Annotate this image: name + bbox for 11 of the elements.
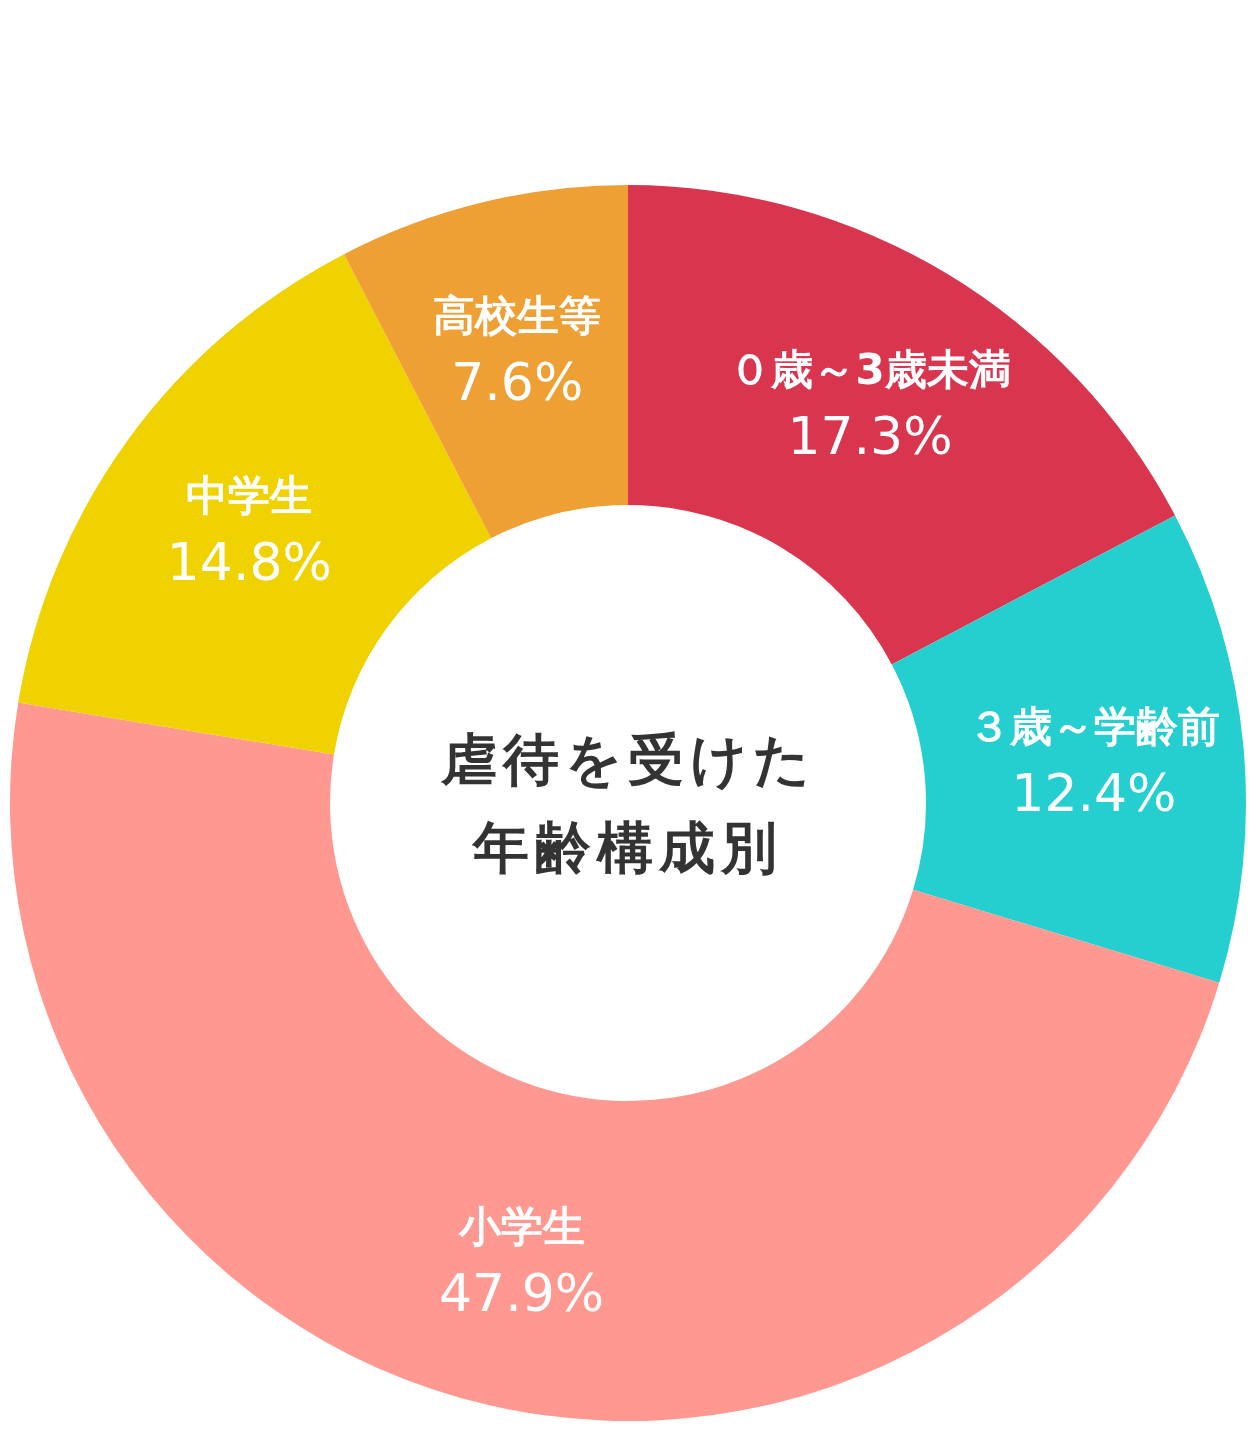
slice-label: 小学生 bbox=[457, 1201, 585, 1251]
data-label: 14.8% bbox=[166, 531, 332, 592]
data-label: 17.3% bbox=[787, 406, 953, 467]
data-label: 7.6% bbox=[451, 352, 584, 413]
data-label: 47.9% bbox=[439, 1262, 605, 1323]
text: 虐待を受けた年齢構成別 bbox=[439, 727, 816, 881]
slice-label: ３歳～学齢前 bbox=[967, 701, 1220, 751]
slice-label: 高校生等 bbox=[433, 291, 602, 341]
slice-label: 中学生 bbox=[186, 470, 313, 520]
slice-label: ０歳～3歳未満 bbox=[729, 345, 1011, 395]
data-label: 12.4% bbox=[1011, 762, 1177, 823]
